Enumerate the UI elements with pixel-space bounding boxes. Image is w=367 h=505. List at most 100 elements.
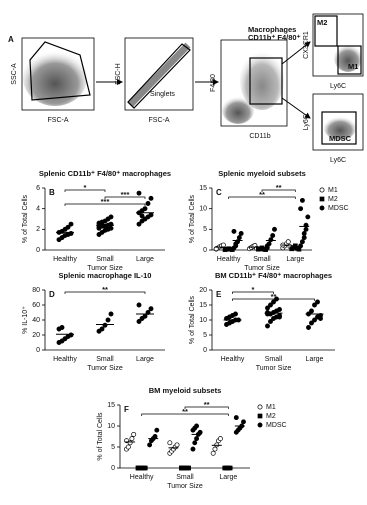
- y-tick-label: 6: [36, 185, 40, 192]
- data-point: [303, 226, 309, 232]
- data-point: [136, 190, 142, 196]
- data-point: [298, 243, 304, 249]
- x-axis-label: Tumor Size: [167, 483, 203, 490]
- data-point: [265, 310, 270, 315]
- x-tick-label: Large: [136, 256, 154, 263]
- x-axis-label: Tumor Size: [244, 265, 280, 272]
- legend-label: M2: [328, 196, 338, 203]
- axis-label: Ly6G: [303, 114, 310, 130]
- gate: [127, 43, 191, 109]
- legend-marker: [257, 413, 263, 419]
- chart-title: BM CD11b⁺ F4/80⁺ macrophages: [215, 271, 332, 280]
- x-tick-label: Small: [96, 256, 114, 263]
- gate: [337, 45, 362, 75]
- flow-plot: [124, 37, 194, 111]
- data-point: [131, 431, 137, 437]
- legend-label: M1: [266, 404, 276, 411]
- panel-letter: E: [216, 290, 222, 299]
- density: [222, 96, 254, 124]
- x-axis-label: Tumor Size: [87, 265, 123, 272]
- gate-label: Macrophages: [248, 25, 296, 34]
- gate-label: M2: [317, 18, 327, 27]
- density: [127, 42, 191, 108]
- y-tick-label: 10: [107, 423, 115, 430]
- x-tick-label: Small: [176, 474, 194, 481]
- gate: [321, 111, 357, 145]
- legend-marker: [319, 187, 325, 193]
- panel-letter: C: [216, 188, 222, 197]
- significance-label: **: [204, 400, 210, 409]
- data-point: [210, 450, 216, 456]
- density: [240, 50, 284, 110]
- data-point: [298, 206, 304, 212]
- y-tick-label: 2: [36, 226, 40, 233]
- gate: [29, 41, 91, 101]
- panel-letter: D: [49, 290, 55, 299]
- data-point: [65, 224, 71, 230]
- data-point: [136, 319, 142, 324]
- flow-plot: [21, 37, 95, 111]
- gate-label: CD11b⁺ F4/80⁺: [248, 33, 301, 42]
- data-point: [238, 231, 244, 236]
- legend-label: MDSC: [328, 205, 349, 212]
- data-point: [315, 299, 320, 305]
- y-axis-label: % of Total Cells: [189, 194, 196, 243]
- chart-title: Splenic myeloid subsets: [218, 169, 306, 178]
- y-tick-label: 20: [32, 332, 40, 339]
- axis-label: F4/80: [210, 74, 217, 92]
- axis-label: SSC-A: [11, 63, 18, 85]
- data-point: [277, 307, 282, 312]
- axis-label: FSC-H: [115, 63, 122, 84]
- data-point: [233, 241, 239, 247]
- data-point: [129, 436, 135, 442]
- y-tick-label: 60: [32, 302, 40, 309]
- data-point: [154, 427, 160, 433]
- y-tick-label: 40: [32, 317, 40, 324]
- data-point: [233, 311, 238, 317]
- data-point: [268, 237, 274, 243]
- data-point: [233, 415, 239, 421]
- data-point: [236, 235, 242, 241]
- data-point: [142, 206, 148, 212]
- significance-bracket: [232, 298, 315, 301]
- significance-label: ***: [101, 197, 110, 206]
- x-tick-label: Healthy: [130, 474, 154, 481]
- data-point: [231, 228, 237, 234]
- x-axis-label: Tumor Size: [256, 365, 292, 372]
- arrow: [281, 41, 311, 65]
- data-point: [108, 311, 114, 317]
- y-tick-label: 5: [203, 332, 207, 339]
- y-tick-label: 4: [36, 206, 40, 213]
- x-tick-label: Healthy: [217, 256, 241, 263]
- significance-label: ***: [121, 190, 130, 199]
- significance-label: **: [102, 285, 108, 294]
- data-point: [194, 423, 200, 429]
- data-point: [265, 323, 270, 329]
- y-axis-label: % of Total Cells: [22, 194, 29, 243]
- data-point: [220, 242, 226, 248]
- legend-label: M2: [266, 413, 276, 420]
- x-tick-label: Healthy: [53, 356, 77, 363]
- y-tick-label: 5: [203, 226, 207, 233]
- data-point: [309, 308, 314, 314]
- significance-bracket: [228, 196, 296, 199]
- chart-title: Splenic macrophage IL-10: [59, 271, 152, 280]
- y-tick-label: 10: [199, 206, 207, 213]
- axis-label: CD11b: [249, 133, 270, 140]
- data-point: [197, 429, 203, 435]
- data-point: [190, 446, 196, 452]
- data-point: [136, 302, 142, 308]
- data-point: [271, 299, 276, 305]
- data-point: [59, 325, 65, 330]
- x-tick-label: Large: [219, 474, 237, 481]
- data-point: [299, 197, 305, 203]
- gate: [249, 57, 283, 105]
- data-point: [148, 306, 154, 312]
- y-axis-label: % of Total Cells: [97, 412, 104, 461]
- data-point: [212, 446, 218, 452]
- x-tick-label: Small: [96, 356, 114, 363]
- data-point: [102, 322, 108, 328]
- data-point: [108, 214, 114, 220]
- data-point: [152, 434, 158, 439]
